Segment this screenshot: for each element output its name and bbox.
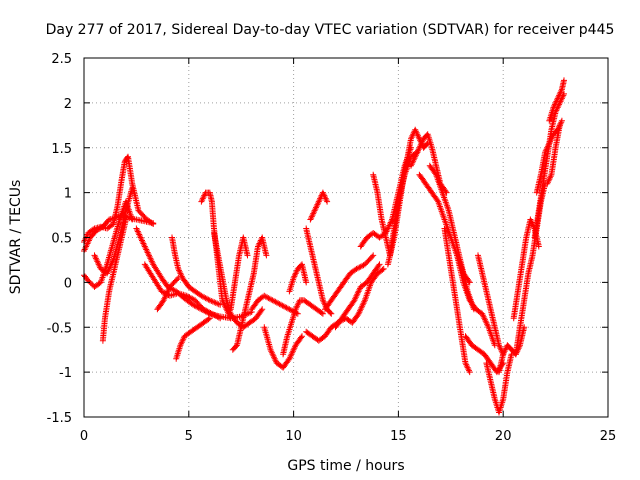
data-point-markers: [531, 90, 567, 241]
axis-ticks: [83, 57, 609, 418]
y-tick-label: 1.5: [51, 142, 72, 157]
data-point-markers: [261, 324, 305, 371]
x-tick-label: 25: [600, 429, 617, 444]
x-tick-label: 20: [495, 429, 512, 444]
series-arc-14: [229, 234, 270, 353]
data-point-markers: [496, 324, 528, 376]
series-arc-42: [544, 122, 563, 187]
series-arc-18: [286, 261, 310, 295]
data-point-markers: [280, 297, 326, 358]
series-arc-31: [441, 225, 473, 376]
y-tick-label: 2.5: [51, 52, 72, 67]
data-point-markers: [322, 252, 377, 313]
x-tick-label: 10: [285, 429, 302, 444]
series-arc-23: [332, 261, 383, 331]
y-tick-label: 1: [64, 187, 72, 202]
data-point-markers: [227, 234, 251, 313]
x-tick-labels: 0 5 10 15 20 25: [80, 429, 616, 444]
series-arc-41: [546, 77, 567, 124]
series-arc-9: [169, 234, 224, 308]
data-point-markers: [475, 252, 507, 358]
x-axis-label: GPS time / hours: [287, 458, 404, 474]
series-arc-5: [99, 216, 129, 344]
series-arc-17: [280, 297, 326, 358]
data-point-markers: [512, 180, 549, 358]
data-point-markers: [343, 265, 387, 326]
series-arc-35: [483, 351, 515, 416]
data-point-markers: [441, 225, 473, 376]
series-arc-16: [261, 324, 305, 371]
y-tick-label: 0.5: [51, 232, 72, 247]
data-points: [81, 77, 567, 416]
series-arc-27: [384, 126, 431, 268]
series-arc-10: [173, 315, 213, 362]
data-point-markers: [454, 252, 498, 349]
data-point-markers: [286, 261, 310, 295]
series-arc-38: [512, 180, 549, 358]
grid: [84, 58, 608, 417]
series-arc-20: [307, 189, 331, 223]
data-point-markers: [229, 234, 270, 353]
series-arc-13: [227, 234, 251, 313]
data-point-markers: [154, 274, 182, 313]
x-tick-label: 0: [80, 429, 88, 444]
series-arc-34: [475, 252, 507, 358]
data-point-markers: [384, 126, 431, 268]
data-point-markers: [169, 234, 224, 308]
y-tick-label: -0.5: [47, 321, 72, 336]
y-tick-label: 0: [64, 276, 72, 291]
series-arc-36: [496, 324, 528, 376]
x-tick-label: 15: [390, 429, 407, 444]
series-arc-32: [454, 252, 498, 349]
series-arc-24: [343, 265, 387, 326]
data-point-markers: [544, 122, 563, 187]
data-point-markers: [483, 351, 515, 416]
y-axis-label: SDTVAR / TECUs: [8, 180, 24, 295]
chart-title: Day 277 of 2017, Sidereal Day-to-day VTE…: [46, 22, 615, 38]
data-point-markers: [546, 77, 567, 124]
series-arc-22: [322, 252, 377, 313]
data-point-markers: [99, 216, 129, 344]
series-arc-8: [154, 274, 182, 313]
data-point-markers: [332, 261, 383, 331]
plot-frame: [83, 57, 609, 418]
x-tick-label: 5: [185, 429, 193, 444]
series-arc-39: [531, 90, 567, 241]
y-tick-labels: -1.5 -1 -0.5 0 0.5 1 1.5 2 2.5: [47, 52, 72, 426]
data-point-markers: [173, 315, 213, 362]
y-tick-label: -1.5: [47, 411, 72, 426]
y-tick-label: 2: [64, 97, 72, 112]
data-point-markers: [307, 189, 331, 223]
y-tick-label: -1: [59, 366, 72, 381]
